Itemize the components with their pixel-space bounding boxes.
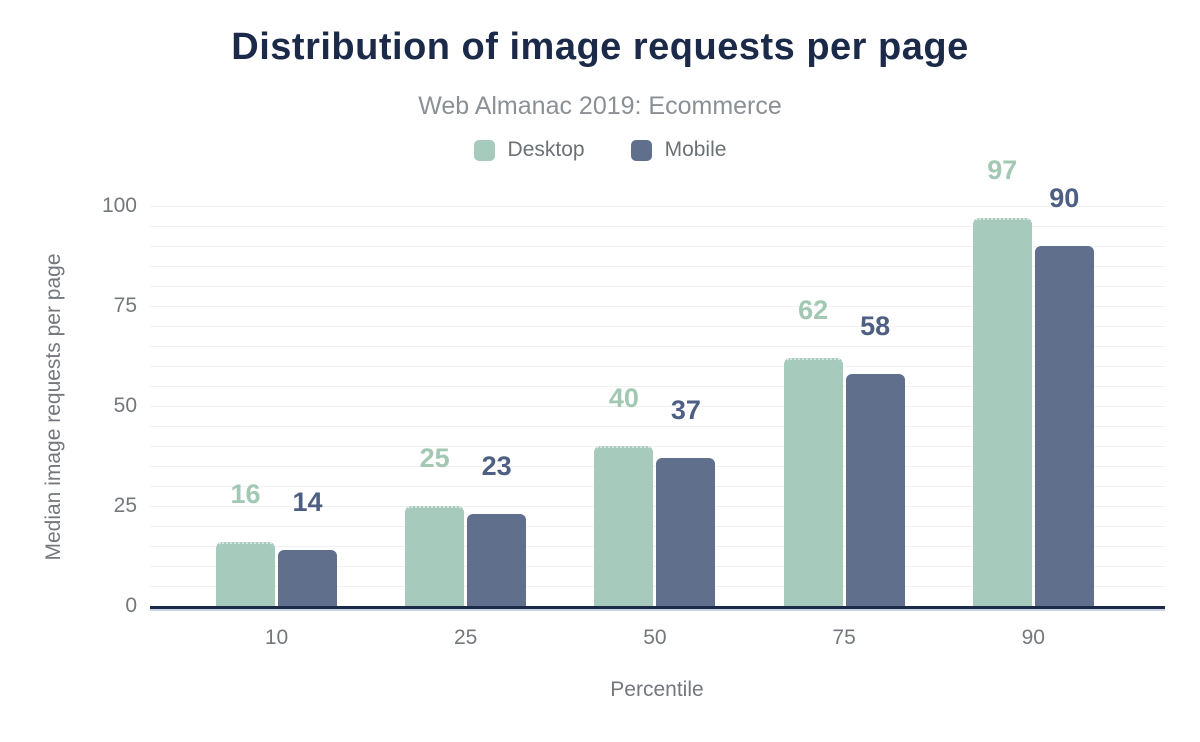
x-axis-title: Percentile	[610, 678, 704, 701]
gridline	[150, 426, 1165, 427]
legend: Desktop Mobile	[0, 138, 1200, 162]
legend-item-desktop[interactable]: Desktop	[473, 138, 585, 162]
legend-item-mobile[interactable]: Mobile	[630, 138, 727, 162]
x-axis-line	[150, 606, 1165, 609]
bar-value-label-mobile-p75: 58	[860, 311, 891, 341]
gridline	[150, 326, 1165, 327]
gridline	[150, 366, 1165, 367]
bar-desktop-p10[interactable]	[216, 542, 275, 608]
gridline	[150, 346, 1165, 347]
bar-value-label-desktop-p50: 40	[608, 383, 639, 413]
bar-value-label-mobile-p10: 14	[292, 487, 323, 517]
bar-mobile-p25[interactable]	[467, 514, 527, 608]
bar-value-label-mobile-p50: 37	[670, 395, 701, 425]
gridline	[150, 386, 1165, 387]
bar-mobile-p75[interactable]	[845, 374, 905, 608]
y-tick-label: 75	[113, 294, 137, 317]
y-tick-label: 100	[101, 194, 137, 217]
gridline	[150, 226, 1165, 227]
chart-subtitle: Web Almanac 2019: Ecommerce	[418, 92, 782, 120]
chart-title: Distribution of image requests per page	[231, 26, 969, 68]
bar-mobile-p10[interactable]	[278, 550, 337, 608]
bar-mobile-p50[interactable]	[656, 458, 716, 608]
gridline	[150, 446, 1165, 447]
x-tick-label: 75	[832, 626, 856, 649]
gridline	[150, 406, 1165, 407]
bar-desktop-p25[interactable]	[405, 506, 465, 608]
x-tick-label: 10	[264, 626, 289, 649]
bar-value-label-desktop-p25: 25	[419, 443, 450, 473]
legend-label-mobile: Mobile	[664, 138, 727, 161]
bar-value-label-desktop-p10: 16	[230, 479, 261, 509]
legend-label-desktop: Desktop	[507, 138, 585, 161]
y-tick-label: 0	[125, 594, 137, 617]
bar-value-label-mobile-p25: 23	[481, 451, 512, 481]
y-tick-label: 25	[113, 494, 137, 517]
gridline	[150, 206, 1165, 207]
legend-marker-mobile	[630, 139, 652, 161]
bar-value-label-desktop-p90: 97	[987, 155, 1018, 185]
x-tick-label: 90	[1021, 626, 1045, 649]
gridline	[150, 266, 1165, 267]
gridline	[150, 246, 1165, 247]
bar-mobile-p90[interactable]	[1034, 246, 1094, 608]
y-axis-title: Median image requests per page	[42, 253, 65, 561]
bar-desktop-p75[interactable]	[783, 358, 843, 608]
bar-desktop-p50[interactable]	[594, 446, 654, 608]
y-tick-label: 50	[113, 394, 137, 417]
x-axis-line-shadow	[150, 609, 1165, 611]
x-tick-label: 25	[454, 626, 478, 649]
legend-marker-desktop	[473, 139, 495, 161]
bar-desktop-p90[interactable]	[972, 218, 1032, 608]
gridline	[150, 286, 1165, 287]
gridline	[150, 306, 1165, 307]
x-tick-label: 50	[643, 626, 667, 649]
bar-value-label-mobile-p90: 90	[1049, 183, 1080, 213]
bar-value-label-desktop-p75: 62	[798, 295, 829, 325]
